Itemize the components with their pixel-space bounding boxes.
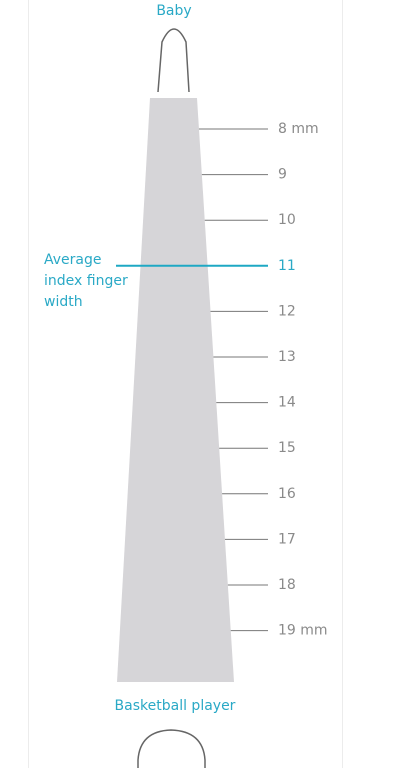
annotation-line: width: [44, 294, 83, 310]
scale-label: 11: [278, 258, 296, 274]
top-label: Baby: [156, 3, 191, 19]
scale-label: 15: [278, 440, 296, 456]
scale-label: 14: [278, 395, 296, 411]
annotation-line: Average: [44, 252, 102, 268]
scale-label: 17: [278, 531, 296, 547]
scale-label: 12: [278, 303, 296, 319]
scale-label: 10: [278, 212, 296, 228]
annotation-line: index finger: [44, 273, 128, 289]
scale-label: 18: [278, 577, 296, 593]
scale-label: 9: [278, 167, 287, 183]
bottom-label: Basketball player: [115, 698, 236, 714]
baby-finger: [157, 28, 190, 93]
scale: 8 mm 9 10 11 12 13 14 15 16 17 18 19 mm: [116, 121, 328, 639]
player-finger: [137, 729, 206, 768]
scale-label: 13: [278, 349, 296, 365]
scale-label: 19 mm: [278, 623, 328, 639]
annotation: Average index finger width: [44, 252, 128, 310]
scale-label: 8 mm: [278, 121, 319, 137]
finger-scale: [117, 98, 234, 682]
scale-label: 16: [278, 486, 296, 502]
